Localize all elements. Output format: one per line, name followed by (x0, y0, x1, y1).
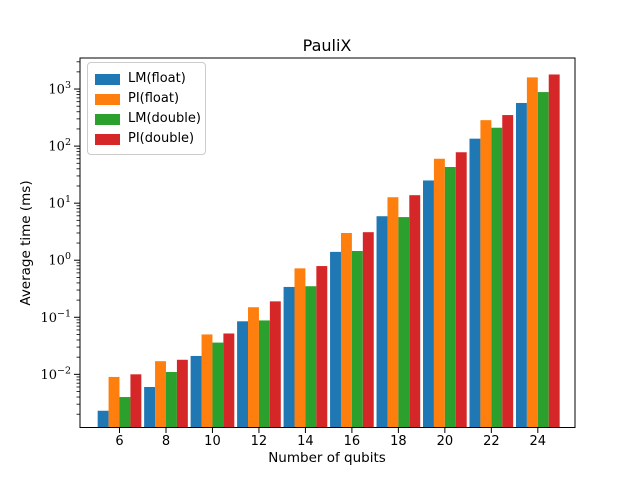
axes-spines (79, 57, 576, 428)
bar-PI(double)-8 (176, 359, 188, 428)
bar-PI(double)-6 (130, 374, 142, 428)
bar-LM(double)-6 (119, 397, 131, 428)
bar-LM(double)-22 (491, 127, 503, 428)
x-axis-label: Number of qubits (268, 450, 386, 466)
bar-PI(double)-12 (269, 301, 281, 428)
x-tick-label: 24 (530, 434, 547, 449)
bar-PI(double)-10 (223, 333, 235, 428)
legend-swatch-LM(float) (95, 73, 120, 85)
legend-item-3: PI(double) (95, 129, 205, 149)
legend-label: LM(float) (128, 71, 186, 86)
legend-label: PI(double) (128, 131, 195, 146)
bar-LM(double)-12 (258, 320, 270, 428)
y-tick-label: 103 (48, 80, 71, 98)
y-tick-label: 101 (48, 194, 71, 212)
x-tick-label: 20 (437, 434, 454, 449)
bar-PI(float)-18 (387, 197, 399, 428)
bar-LM(float)-10 (190, 355, 202, 428)
bar-LM(float)-22 (469, 138, 481, 428)
bar-PI(double)-18 (409, 195, 421, 428)
bar-LM(double)-20 (444, 167, 456, 428)
bar-LM(float)-14 (283, 286, 295, 428)
x-tick-label: 22 (483, 434, 500, 449)
bar-LM(double)-18 (398, 217, 410, 428)
y-tick-label: 100 (48, 251, 71, 269)
x-tick-label: 14 (297, 434, 314, 449)
bar-PI(float)-8 (155, 361, 166, 428)
legend-label: LM(double) (128, 111, 201, 126)
y-tick-label: 10−1 (40, 308, 71, 326)
bar-PI(float)-14 (294, 268, 306, 428)
bar-PI(float)-20 (433, 158, 445, 428)
legend-item-1: PI(float) (95, 89, 205, 109)
legend: LM(float) PI(float) LM(double) PI(double) (87, 62, 206, 155)
bar-LM(float)-24 (515, 102, 527, 428)
legend-label: PI(float) (128, 91, 180, 106)
legend-swatch-LM(double) (95, 113, 120, 125)
bar-LM(double)-10 (212, 342, 224, 428)
legend-item-2: LM(double) (95, 109, 205, 129)
bar-LM(float)-12 (237, 321, 249, 428)
y-tick-label: 102 (48, 137, 71, 155)
bar-LM(float)-20 (423, 180, 434, 428)
y-tick-label: 10−2 (40, 365, 71, 383)
bar-LM(float)-8 (144, 386, 156, 428)
bar-LM(double)-24 (537, 92, 549, 428)
bar-LM(float)-16 (330, 251, 341, 428)
bar-LM(double)-8 (165, 371, 177, 428)
x-tick-label: 18 (390, 434, 407, 449)
bar-PI(float)-10 (201, 334, 213, 428)
x-tick-label: 8 (162, 434, 170, 449)
bar-LM(float)-6 (97, 410, 109, 428)
legend-swatch-PI(double) (95, 133, 120, 145)
bar-PI(float)-6 (108, 376, 120, 428)
bar-LM(double)-14 (305, 286, 317, 428)
bar-PI(float)-16 (340, 232, 352, 428)
bar-PI(double)-16 (362, 232, 374, 428)
x-tick-label: 6 (115, 434, 123, 449)
bar-PI(double)-14 (316, 266, 328, 428)
legend-item-0: LM(float) (95, 69, 205, 89)
bar-PI(float)-22 (480, 120, 492, 428)
bar-LM(float)-18 (376, 216, 388, 428)
bar-PI(float)-24 (526, 77, 538, 428)
x-tick-label: 12 (251, 434, 268, 449)
x-tick-label: 16 (344, 434, 361, 449)
x-tick-label: 10 (204, 434, 221, 449)
chart-title: PauliX (302, 36, 352, 55)
legend-swatch-PI(float) (95, 93, 120, 105)
bar-PI(double)-24 (548, 74, 560, 428)
bar-PI(double)-22 (502, 115, 514, 428)
bar-PI(double)-20 (455, 152, 467, 428)
bar-PI(float)-12 (248, 307, 259, 428)
bar-LM(double)-16 (351, 251, 363, 428)
